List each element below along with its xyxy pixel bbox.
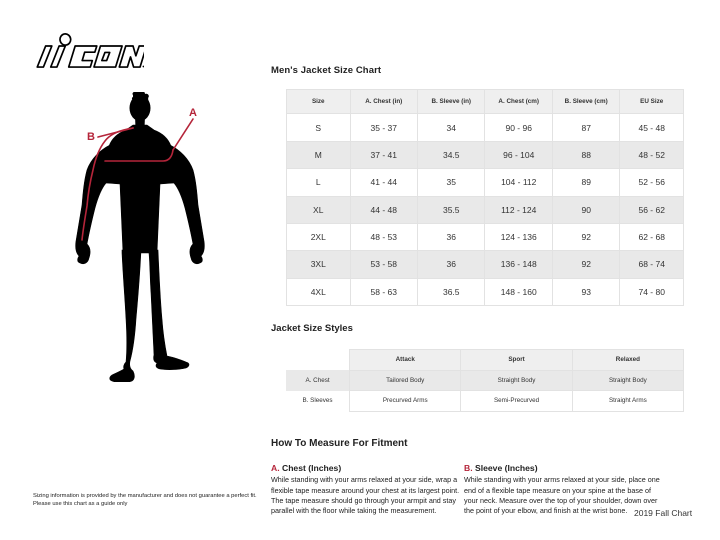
svg-text:B: B xyxy=(87,131,95,143)
svg-text:A: A xyxy=(189,107,197,119)
